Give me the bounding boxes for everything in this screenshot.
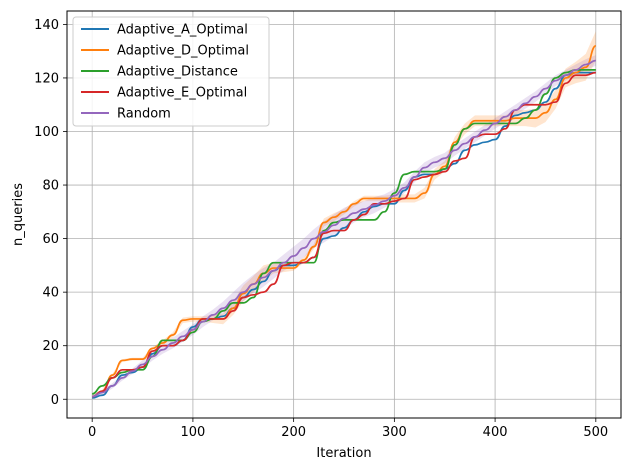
x-tick-label: 500 [583, 425, 608, 440]
legend-label-adaptive-distance: Adaptive_Distance [117, 65, 238, 80]
y-tick-label: 120 [34, 71, 59, 86]
series-line-adaptive-distance [92, 69, 596, 395]
y-tick-label: 60 [42, 232, 59, 247]
x-tick-label: 400 [483, 425, 508, 440]
x-tick-label: 0 [88, 425, 96, 440]
legend-label-random: Random [117, 107, 171, 122]
y-tick-label: 100 [34, 125, 59, 140]
legend-label-adaptive-d-optimal: Adaptive_D_Optimal [117, 44, 249, 59]
y-tick-label: 20 [42, 339, 59, 354]
x-tick-label: 300 [382, 425, 407, 440]
legend-label-adaptive-e-optimal: Adaptive_E_Optimal [117, 86, 247, 101]
y-tick-label: 0 [51, 393, 59, 408]
plot-area-frame [66, 10, 622, 419]
legend-label-adaptive-a-optimal: Adaptive_A_Optimal [117, 23, 248, 38]
series-line-adaptive-d-optimal [92, 44, 597, 398]
legend: Adaptive_A_Optimal Adaptive_D_Optimal Adap… [72, 16, 270, 127]
x-tick-label: 200 [281, 425, 306, 440]
axis-ticks: 0 100 200 300 400 500 0 20 40 60 80 100 120 140 [34, 18, 608, 440]
legend-box [72, 16, 270, 127]
y-axis-label: n_queries [11, 183, 26, 246]
y-tick-label: 80 [42, 179, 59, 194]
y-tick-label: 40 [42, 286, 59, 301]
x-axis-label: Iteration [316, 446, 371, 461]
x-tick-label: 100 [180, 425, 205, 440]
series-line-random [92, 59, 596, 398]
band-adaptive-d-optimal [92, 31, 596, 398]
series-line-adaptive-e-optimal [92, 71, 596, 398]
series-lines [92, 44, 597, 399]
y-tick-label: 140 [34, 18, 59, 33]
